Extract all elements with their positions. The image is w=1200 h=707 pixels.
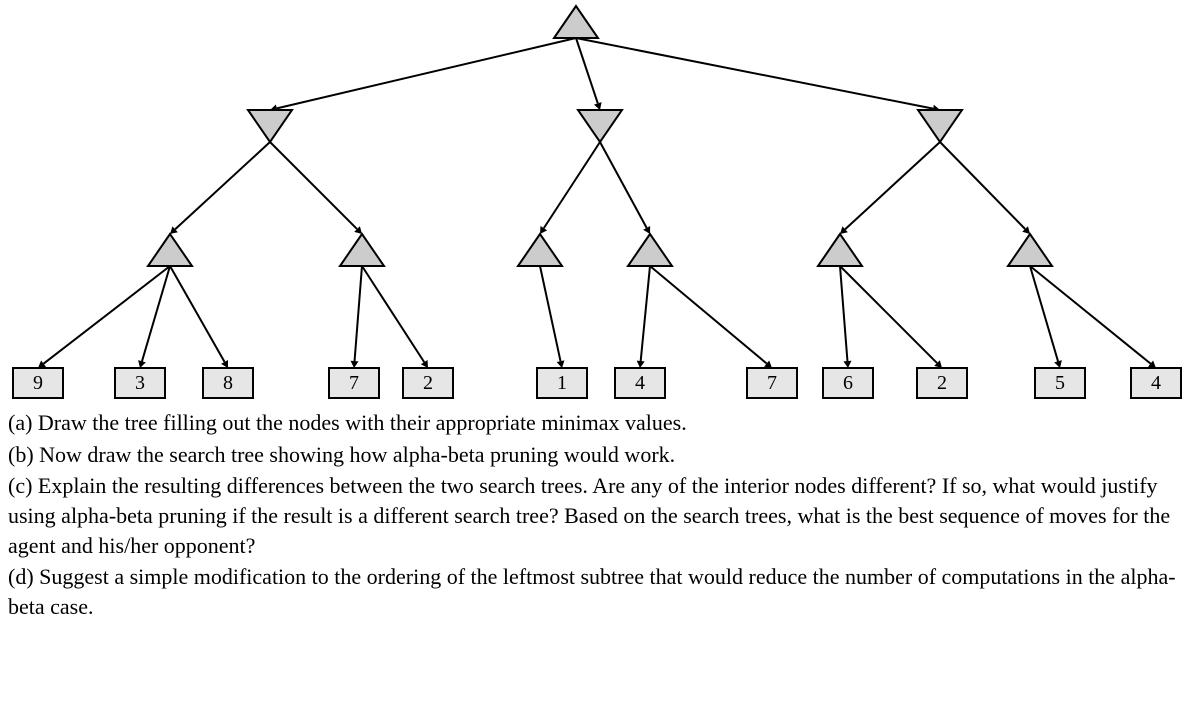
question-item: (b) Now draw the search tree showing how…: [8, 440, 1192, 470]
question-item: (d) Suggest a simple modification to the…: [8, 562, 1192, 621]
tree-edge: [845, 142, 940, 229]
max-node: [148, 234, 192, 266]
leaf-value: 6: [843, 372, 853, 394]
arrowhead-icon: [637, 361, 645, 368]
arrowhead-icon: [1054, 360, 1062, 368]
tree-edge: [270, 142, 357, 229]
min-node: [578, 110, 622, 142]
max-node: [628, 234, 672, 266]
leaf-value: 2: [423, 372, 433, 394]
min-node: [918, 110, 962, 142]
tree-edge: [362, 266, 424, 362]
leaf-value: 4: [635, 372, 645, 394]
nodes-group: 9 3 8 7 2 1 4 7 6 2 5 4: [13, 6, 1181, 398]
max-node: [818, 234, 862, 266]
tree-edge: [840, 266, 937, 363]
leaf-value: 7: [349, 372, 359, 394]
max-node: [554, 6, 598, 38]
tree-edge: [576, 38, 598, 103]
tree-edge: [1030, 266, 1058, 361]
max-node: [340, 234, 384, 266]
tree-edge: [277, 38, 576, 108]
tree-edge: [650, 266, 767, 364]
tree-edge: [142, 266, 170, 361]
max-node: [1008, 234, 1052, 266]
tree-edge: [600, 142, 647, 228]
leaf-value: 7: [767, 372, 777, 394]
arrowhead-icon: [351, 361, 359, 368]
tree-edge: [175, 142, 270, 229]
leaf-value: 5: [1055, 372, 1065, 394]
tree-edge: [540, 266, 561, 361]
question-item: (a) Draw the tree filling out the nodes …: [8, 408, 1192, 438]
tree-edge: [44, 266, 170, 364]
leaf-value: 9: [33, 372, 43, 394]
tree-edge: [544, 142, 600, 228]
tree-edge: [1030, 266, 1151, 364]
leaf-value: 2: [937, 372, 947, 394]
arrowhead-icon: [557, 360, 565, 368]
question-list: (a) Draw the tree filling out the nodes …: [8, 408, 1192, 624]
minimax-tree: 9 3 8 7 2 1 4 7 6 2 5 4: [0, 0, 1200, 405]
arrowhead-icon: [843, 361, 851, 368]
leaf-value: 8: [223, 372, 233, 394]
arrowhead-icon: [138, 360, 146, 368]
question-item: (c) Explain the resulting differences be…: [8, 471, 1192, 560]
tree-edge: [576, 38, 933, 109]
tree-edge: [641, 266, 650, 361]
tree-edge: [355, 266, 362, 361]
leaf-value: 4: [1151, 372, 1161, 394]
page: 9 3 8 7 2 1 4 7 6 2 5 4 (a) Draw the tree filling o…: [0, 0, 1200, 707]
max-node: [518, 234, 562, 266]
min-node: [248, 110, 292, 142]
edges-group: [38, 38, 1156, 368]
tree-edge: [940, 142, 1025, 229]
leaf-value: 3: [135, 372, 145, 394]
tree-edge: [170, 266, 225, 362]
tree-edge: [840, 266, 847, 361]
leaf-value: 1: [557, 372, 567, 394]
